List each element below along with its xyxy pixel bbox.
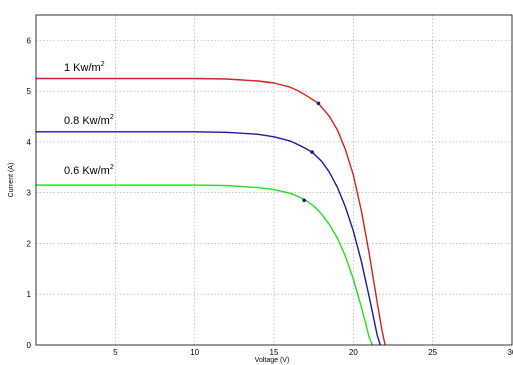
series-line-0	[36, 77, 386, 346]
mpp-markers	[302, 101, 321, 203]
x-tick-label: 15	[270, 348, 279, 357]
y-tick-label: 2	[27, 239, 32, 248]
grid	[36, 15, 512, 345]
x-tick-label: 30	[508, 348, 513, 357]
mpp-point-0	[316, 101, 321, 106]
y-tick-label: 6	[27, 36, 32, 45]
series-line-1	[36, 131, 381, 346]
plot-frame	[35, 14, 513, 346]
y-tick-label: 4	[27, 138, 32, 147]
y-tick-label: 1	[27, 290, 32, 299]
y-axis-label: Current (A)	[8, 163, 15, 198]
series-line-2	[36, 184, 374, 346]
x-tick-label: 5	[113, 348, 118, 357]
series-label-0-8kw: 0.8 Kw/m2	[64, 114, 114, 127]
x-tick-label: 20	[349, 348, 358, 357]
series-lines	[36, 77, 386, 346]
x-axis-label: Voltage (V)	[255, 357, 290, 364]
tick-labels: 5 10 15 20 25 30 0 1 2 3 4 5 6	[27, 36, 513, 357]
series-label-1kw: 1 Kw/m2	[64, 61, 105, 74]
y-tick-label: 3	[27, 189, 32, 198]
series-label-0-6kw: 0.6 Kw/m2	[64, 164, 114, 177]
mpp-point-1	[310, 150, 314, 154]
x-tick-label: 10	[190, 348, 199, 357]
mpp-point-2	[302, 198, 306, 203]
y-tick-label: 0	[27, 341, 32, 350]
x-tick-label: 25	[428, 348, 437, 357]
y-tick-label: 5	[27, 87, 32, 96]
